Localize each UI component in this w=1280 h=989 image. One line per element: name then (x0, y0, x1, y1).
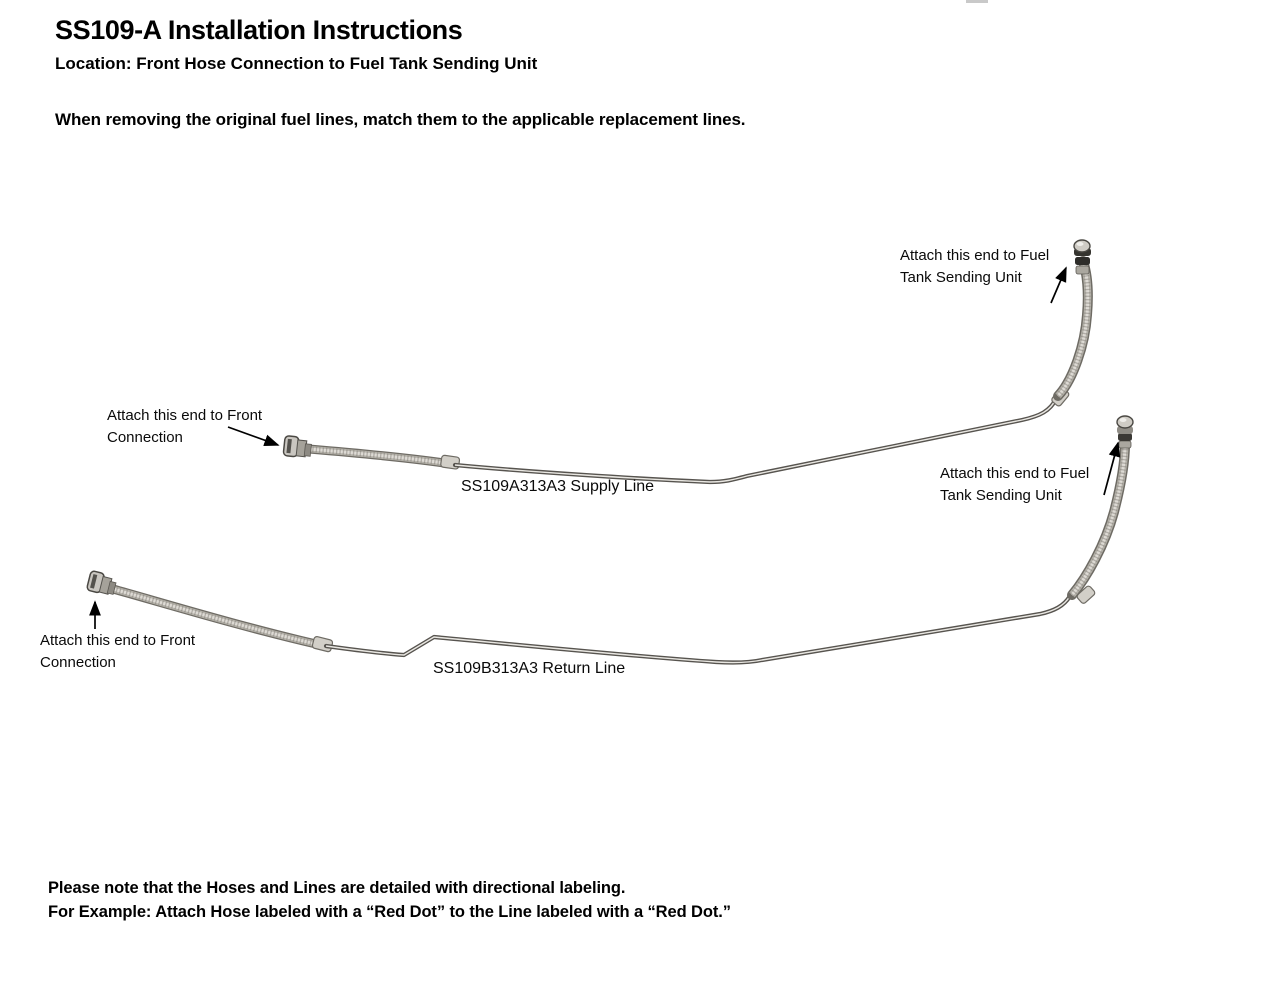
label-supply-front-end: Attach this end to Front Connection (107, 405, 262, 449)
label-line: Connection (107, 429, 183, 446)
return-line-name: SS109B313A3 Return Line (433, 660, 626, 677)
label-line: Attach this end to Front (40, 632, 196, 649)
note-line-1: Please note that the Hoses and Lines are… (48, 879, 626, 897)
scan-artifact (966, 0, 988, 3)
label-line: Attach this end to Front (107, 407, 263, 424)
label-return-front-end: Attach this end to Front Connection (40, 630, 195, 674)
supply-hose-braided-right (1053, 256, 1093, 401)
return-metal-line (323, 593, 1073, 665)
label-line: Tank Sending Unit (900, 269, 1022, 286)
instruction-text: When removing the original fuel lines, m… (55, 110, 746, 129)
arrow-supply-front-end (227, 426, 280, 446)
return-hose-braided-left (108, 584, 321, 649)
page-title: SS109-A Installation Instructions (55, 15, 463, 45)
return-line-photo (86, 415, 1134, 665)
label-line: Attach this end to Fuel (940, 465, 1090, 482)
return-front-fitting (86, 570, 117, 595)
return-tank-fitting (1116, 415, 1134, 449)
return-mid-ferrule (311, 636, 334, 653)
label-line: Connection (40, 654, 116, 671)
supply-tank-fitting (1073, 239, 1091, 275)
return-right-ferrule (1076, 585, 1096, 604)
arrow-return-tank-end (1103, 441, 1121, 496)
footer-notes: Please note that the Hoses and Lines are… (48, 877, 731, 924)
return-hose-braided-right (1067, 439, 1130, 600)
label-line: Tank Sending Unit (940, 487, 1062, 504)
annotation-arrows (89, 266, 1121, 629)
page-subtitle: Location: Front Hose Connection to Fuel … (55, 54, 538, 73)
label-return-tank-end: Attach this end to Fuel Tank Sending Uni… (940, 463, 1089, 507)
supply-line-photo (282, 239, 1093, 485)
label-supply-tank-end: Attach this end to Fuel Tank Sending Uni… (900, 245, 1049, 289)
supply-hose-braided-left (304, 444, 456, 469)
supply-metal-line (452, 396, 1059, 485)
arrow-supply-tank-end (1050, 266, 1067, 304)
supply-front-fitting (282, 435, 312, 458)
supply-line-name: SS109A313A3 Supply Line (461, 478, 655, 495)
label-line: Attach this end to Fuel (900, 247, 1050, 264)
note-line-2: For Example: Attach Hose labeled with a … (48, 902, 731, 921)
